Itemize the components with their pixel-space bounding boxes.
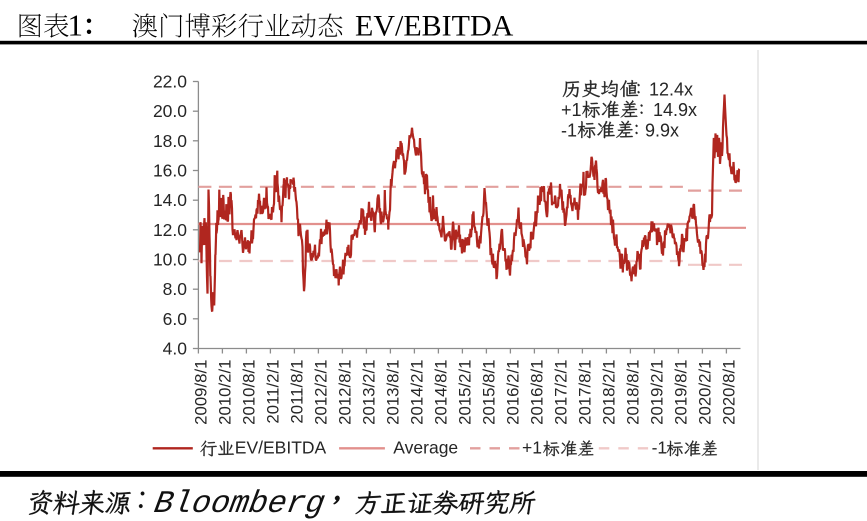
svg-text:2012/8/1: 2012/8/1 — [335, 360, 354, 425]
svg-text:18.0: 18.0 — [153, 131, 187, 151]
svg-text:2010/2/1: 2010/2/1 — [215, 360, 234, 425]
svg-text:4.0: 4.0 — [163, 339, 188, 359]
svg-text:2014/8/1: 2014/8/1 — [431, 360, 450, 425]
svg-text:2011/8/1: 2011/8/1 — [287, 360, 306, 424]
svg-text:2014/2/1: 2014/2/1 — [407, 360, 426, 425]
svg-text:2015/2/1: 2015/2/1 — [455, 360, 474, 425]
svg-text:12.0: 12.0 — [153, 220, 187, 240]
svg-text:22.0: 22.0 — [153, 72, 187, 92]
svg-text:Bloomberg: Bloomberg — [151, 486, 327, 521]
svg-text:2009/8/1: 2009/8/1 — [191, 360, 210, 425]
svg-text:14.9x: 14.9x — [653, 100, 697, 120]
svg-text:2019/2/1: 2019/2/1 — [647, 360, 666, 425]
svg-text:20.0: 20.0 — [153, 101, 187, 121]
svg-text:2012/2/1: 2012/2/1 — [311, 360, 330, 425]
svg-text:12.4x: 12.4x — [649, 80, 693, 100]
svg-text:2011/2/1: 2011/2/1 — [263, 360, 282, 424]
svg-text:-1: -1 — [561, 120, 577, 140]
svg-text:+1: +1 — [561, 100, 582, 120]
svg-text:Average: Average — [393, 438, 458, 458]
svg-text:EV/EBITDA: EV/EBITDA — [235, 438, 327, 458]
svg-text:1: 1 — [68, 8, 84, 43]
svg-text:10.0: 10.0 — [153, 250, 187, 270]
svg-text:2013/2/1: 2013/2/1 — [359, 360, 378, 425]
svg-text:2017/2/1: 2017/2/1 — [551, 360, 570, 425]
svg-text:2018/8/1: 2018/8/1 — [623, 360, 642, 425]
svg-text:2016/2/1: 2016/2/1 — [503, 360, 522, 425]
svg-text:2015/8/1: 2015/8/1 — [479, 360, 498, 425]
svg-text:2020/2/1: 2020/2/1 — [695, 360, 714, 425]
svg-text:+1: +1 — [522, 438, 542, 458]
svg-text:2018/2/1: 2018/2/1 — [599, 360, 618, 425]
svg-text:2010/8/1: 2010/8/1 — [239, 360, 258, 425]
svg-text:14.0: 14.0 — [153, 190, 187, 210]
svg-text:9.9x: 9.9x — [645, 120, 679, 140]
svg-text:6.0: 6.0 — [163, 309, 188, 329]
svg-text:16.0: 16.0 — [153, 161, 187, 181]
svg-text:2019/8/1: 2019/8/1 — [671, 360, 690, 425]
svg-text:2013/8/1: 2013/8/1 — [383, 360, 402, 425]
svg-text:EV/EBITDA: EV/EBITDA — [355, 10, 514, 43]
svg-text:2016/8/1: 2016/8/1 — [527, 360, 546, 425]
svg-text:2020/8/1: 2020/8/1 — [719, 360, 738, 425]
svg-text:-1: -1 — [652, 438, 668, 458]
svg-text:2017/8/1: 2017/8/1 — [575, 360, 594, 425]
svg-text:8.0: 8.0 — [163, 279, 188, 299]
